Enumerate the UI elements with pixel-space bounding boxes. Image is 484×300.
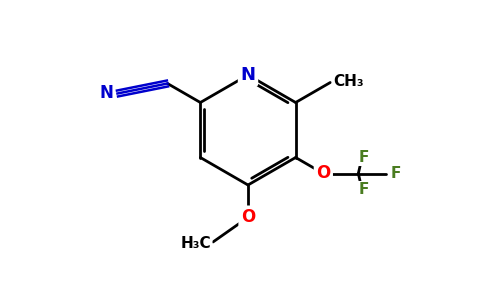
Text: F: F — [358, 182, 368, 197]
Text: F: F — [358, 149, 368, 164]
Text: F: F — [390, 166, 401, 181]
Text: H₃C: H₃C — [181, 236, 211, 250]
Text: CH₃: CH₃ — [333, 74, 364, 89]
Text: N: N — [100, 85, 113, 103]
Text: O: O — [241, 208, 255, 226]
Text: O: O — [316, 164, 331, 182]
Text: N: N — [241, 66, 256, 84]
